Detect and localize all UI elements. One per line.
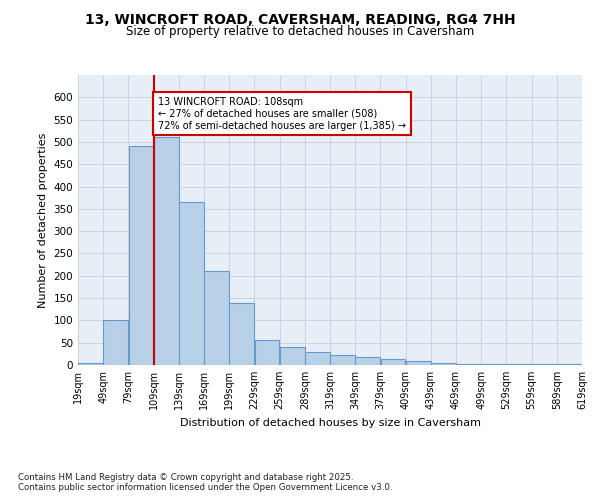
Bar — [456, 364, 481, 365]
Bar — [204, 272, 229, 365]
Text: 13, WINCROFT ROAD, CAVERSHAM, READING, RG4 7HH: 13, WINCROFT ROAD, CAVERSHAM, READING, R… — [85, 12, 515, 26]
Bar — [481, 364, 506, 365]
Text: Contains HM Land Registry data © Crown copyright and database right 2025.
Contai: Contains HM Land Registry data © Crown c… — [18, 472, 392, 492]
Bar — [406, 360, 431, 365]
Bar — [355, 357, 380, 365]
Bar — [179, 202, 204, 365]
Bar — [330, 355, 355, 365]
Bar — [103, 320, 128, 365]
Bar — [431, 363, 456, 365]
Bar — [254, 340, 280, 365]
Y-axis label: Number of detached properties: Number of detached properties — [38, 132, 48, 308]
Bar — [557, 364, 582, 365]
Text: Size of property relative to detached houses in Caversham: Size of property relative to detached ho… — [126, 25, 474, 38]
Bar — [506, 364, 532, 365]
Bar — [78, 363, 103, 365]
Bar — [128, 146, 154, 365]
Bar — [280, 347, 305, 365]
Bar — [229, 302, 254, 365]
X-axis label: Distribution of detached houses by size in Caversham: Distribution of detached houses by size … — [179, 418, 481, 428]
Bar — [380, 359, 406, 365]
Text: 13 WINCROFT ROAD: 108sqm
← 27% of detached houses are smaller (508)
72% of semi-: 13 WINCROFT ROAD: 108sqm ← 27% of detach… — [158, 98, 406, 130]
Bar — [305, 352, 330, 365]
Bar — [532, 364, 557, 365]
Bar — [154, 138, 179, 365]
